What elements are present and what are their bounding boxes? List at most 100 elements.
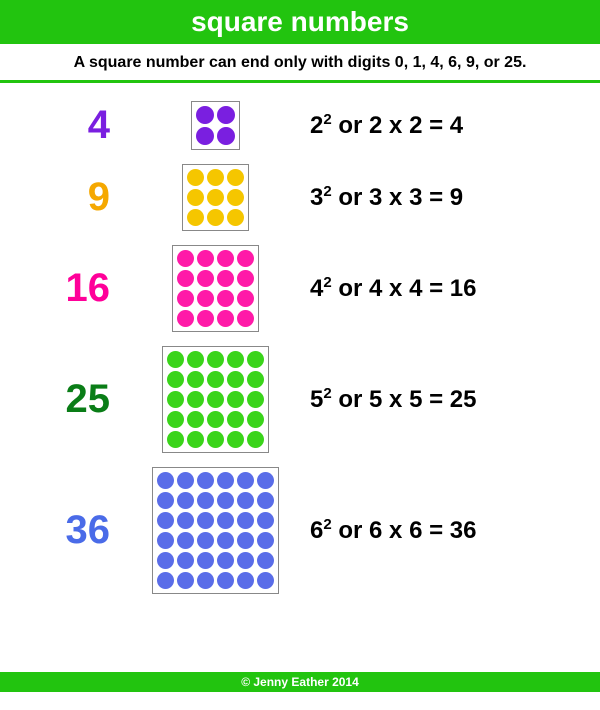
formula-rest: or 4 x 4 = 16	[332, 275, 477, 302]
rows-area: 422 or 2 x 2 = 4932 or 3 x 3 = 91642 or …	[0, 83, 600, 594]
title-bar: square numbers	[0, 0, 600, 44]
subtitle-text: A square number can end only with digits…	[74, 54, 527, 71]
dot	[237, 472, 254, 489]
square-row: 4 22 or 2 x 2 = 4	[20, 101, 580, 150]
dot-grid	[191, 101, 240, 150]
dot-grid	[162, 346, 269, 453]
formula: 22 or 2 x 2 = 4	[300, 111, 580, 140]
dot	[197, 492, 214, 509]
dot	[197, 290, 214, 307]
formula-base: 3	[310, 184, 323, 211]
dot	[177, 552, 194, 569]
dot	[187, 351, 204, 368]
dot	[237, 512, 254, 529]
footer-text: © Jenny Eather 2014	[241, 675, 359, 689]
dot	[217, 106, 235, 124]
formula-exponent: 2	[323, 111, 331, 128]
dot	[217, 290, 234, 307]
square-row: 16 42 or 4 x 4 = 16	[20, 245, 580, 332]
formula-base: 2	[310, 112, 323, 139]
dot	[196, 127, 214, 145]
dot	[237, 572, 254, 589]
dot-grid	[172, 245, 259, 332]
dot	[177, 572, 194, 589]
dot	[207, 391, 224, 408]
dot	[167, 371, 184, 388]
dot-grid-wrap	[130, 101, 300, 150]
dot	[157, 572, 174, 589]
dot	[196, 106, 214, 124]
dot	[167, 351, 184, 368]
dot	[217, 270, 234, 287]
dot	[207, 169, 224, 186]
dot	[217, 572, 234, 589]
dot	[217, 512, 234, 529]
dot	[177, 492, 194, 509]
formula-rest: or 5 x 5 = 25	[332, 386, 477, 413]
formula-rest: or 3 x 3 = 9	[332, 184, 463, 211]
dot	[197, 552, 214, 569]
formula: 42 or 4 x 4 = 16	[300, 274, 580, 303]
dot	[247, 431, 264, 448]
square-row: 2552 or 5 x 5 = 25	[20, 346, 580, 453]
dot	[197, 512, 214, 529]
dot	[157, 472, 174, 489]
dot	[257, 572, 274, 589]
dot	[187, 411, 204, 428]
footer-bar: © Jenny Eather 2014	[0, 672, 600, 692]
dot	[247, 391, 264, 408]
formula-base: 6	[310, 517, 323, 544]
dot-grid	[182, 164, 249, 231]
dot-grid	[152, 467, 279, 594]
formula-base: 5	[310, 386, 323, 413]
square-value: 4	[20, 103, 130, 148]
dot	[217, 552, 234, 569]
dot	[227, 189, 244, 206]
dot	[177, 472, 194, 489]
dot	[247, 371, 264, 388]
dot	[217, 492, 234, 509]
dot	[197, 572, 214, 589]
dot	[197, 310, 214, 327]
dot	[227, 431, 244, 448]
square-row: 3662 or 6 x 6 = 36	[20, 467, 580, 594]
dot	[227, 169, 244, 186]
dot	[187, 209, 204, 226]
dot	[207, 209, 224, 226]
dot	[207, 371, 224, 388]
square-row: 9 32 or 3 x 3 = 9	[20, 164, 580, 231]
square-value: 16	[20, 266, 130, 311]
dot	[157, 492, 174, 509]
dot	[217, 532, 234, 549]
dot	[167, 411, 184, 428]
dot	[187, 169, 204, 186]
dot	[177, 532, 194, 549]
dot-grid-wrap	[130, 245, 300, 332]
dot	[157, 512, 174, 529]
dot	[237, 250, 254, 267]
dot	[197, 532, 214, 549]
dot	[197, 472, 214, 489]
dot	[187, 431, 204, 448]
formula-exponent: 2	[323, 183, 331, 200]
formula: 32 or 3 x 3 = 9	[300, 183, 580, 212]
dot	[227, 351, 244, 368]
formula: 52 or 5 x 5 = 25	[300, 385, 580, 414]
dot	[157, 552, 174, 569]
dot	[177, 512, 194, 529]
square-value: 9	[20, 175, 130, 220]
dot	[217, 310, 234, 327]
square-value: 36	[20, 508, 130, 553]
dot	[257, 512, 274, 529]
dot	[167, 391, 184, 408]
formula-rest: or 2 x 2 = 4	[332, 112, 463, 139]
dot	[227, 411, 244, 428]
formula-exponent: 2	[323, 274, 331, 291]
dot	[237, 270, 254, 287]
dot	[177, 270, 194, 287]
dot	[237, 532, 254, 549]
dot	[207, 351, 224, 368]
dot	[157, 532, 174, 549]
dot	[177, 250, 194, 267]
formula-base: 4	[310, 275, 323, 302]
